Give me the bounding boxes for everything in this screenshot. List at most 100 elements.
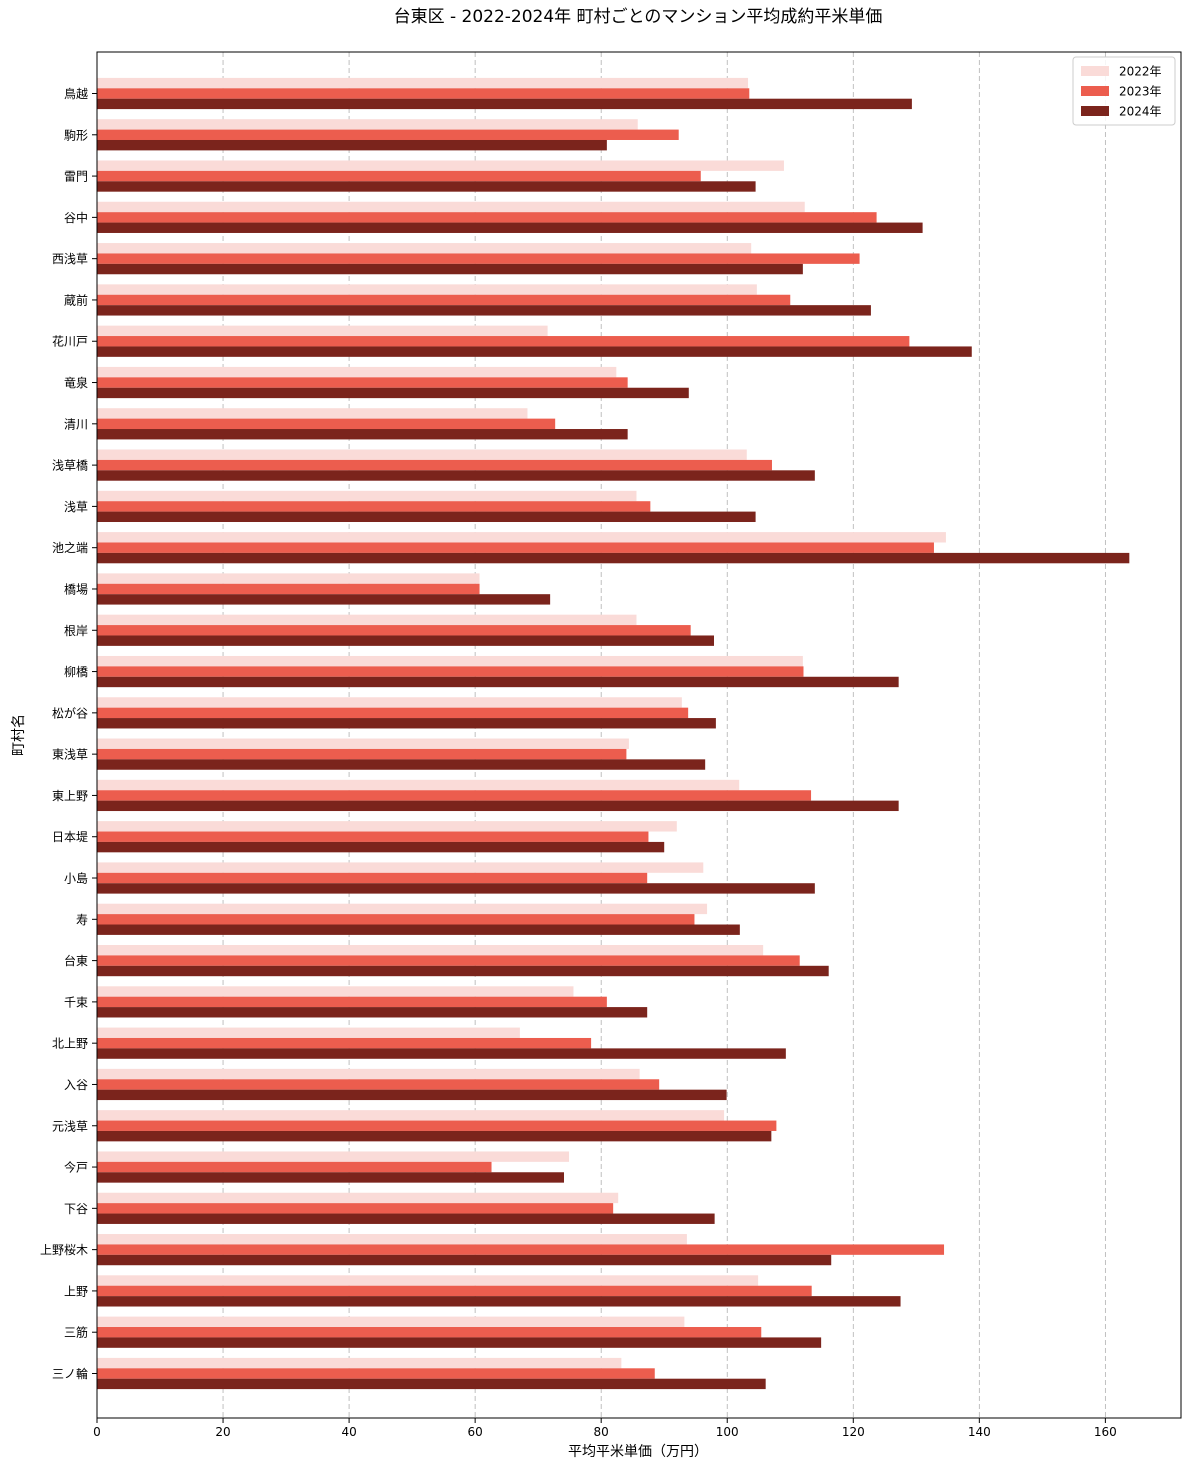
y-tick-label: 小島 <box>64 871 88 886</box>
bar <box>97 263 803 275</box>
y-tick-label: 根岸 <box>64 624 88 638</box>
bar <box>97 139 607 151</box>
bar <box>97 718 716 729</box>
bar <box>97 1048 786 1059</box>
bar <box>97 1285 812 1297</box>
x-tick-label: 20 <box>215 1425 230 1439</box>
bar <box>97 325 548 337</box>
bar <box>97 955 800 966</box>
bar <box>97 88 750 99</box>
bar <box>97 459 772 471</box>
bar <box>97 821 677 832</box>
bar <box>97 841 665 853</box>
bar <box>97 377 628 388</box>
chart-title: 台東区 - 2022-2024年 町村ごとのマンション平均成約平米単価 <box>394 7 883 27</box>
y-tick-label: 下谷 <box>64 1202 88 1216</box>
bar <box>97 965 829 977</box>
bar <box>97 666 804 677</box>
y-tick-label: 寿 <box>76 913 88 927</box>
y-tick-label: 上野桜木 <box>40 1243 88 1257</box>
bar <box>97 862 704 873</box>
bar <box>97 1378 766 1390</box>
bar <box>97 1254 832 1266</box>
bar <box>97 1244 945 1255</box>
bar <box>97 490 637 502</box>
bar <box>97 583 480 595</box>
bar <box>97 119 638 130</box>
bar <box>97 748 627 760</box>
legend-label: 2023年 <box>1119 85 1162 99</box>
legend-swatch <box>1081 66 1109 76</box>
bar <box>97 924 740 935</box>
y-tick-label: 三ノ輪 <box>52 1366 88 1381</box>
y-tick-label: 元浅草 <box>52 1119 88 1133</box>
bar <box>97 408 528 419</box>
y-tick-label: 台東 <box>64 953 88 968</box>
bar <box>97 336 910 347</box>
bar <box>97 294 791 306</box>
bar <box>97 1327 762 1338</box>
bar <box>97 831 649 842</box>
bar <box>97 429 628 440</box>
bar <box>97 1234 687 1245</box>
bar <box>97 635 714 646</box>
x-axis-ticks: 0 20 40 60 80 100 120 140 160 <box>93 1418 1117 1439</box>
bar <box>97 243 752 254</box>
y-tick-label: 駒形 <box>64 128 88 142</box>
x-tick-label: 140 <box>968 1425 991 1439</box>
bar <box>97 201 805 213</box>
y-tick-label: 橋場 <box>64 582 88 596</box>
bar <box>97 470 815 481</box>
y-tick-label: 今戸 <box>64 1160 88 1175</box>
bar <box>97 77 749 89</box>
bar <box>97 676 899 688</box>
y-tick-label: 花川戸 <box>52 334 88 349</box>
x-tick-label: 0 <box>93 1425 101 1439</box>
bar <box>97 1337 822 1348</box>
bar <box>97 222 923 233</box>
bar <box>97 305 871 316</box>
y-tick-label: 柳橋 <box>64 665 88 679</box>
bar <box>97 1213 715 1224</box>
bar <box>97 996 607 1008</box>
bar <box>97 1296 901 1307</box>
bar <box>97 655 803 667</box>
y-axis-label: 町村名 <box>11 714 27 756</box>
bar <box>97 1368 655 1379</box>
bar <box>97 1151 570 1162</box>
bar <box>97 170 701 182</box>
y-tick-label: 東浅草 <box>52 748 88 762</box>
x-tick-label: 120 <box>842 1425 865 1439</box>
y-tick-label: 西浅草 <box>52 252 88 266</box>
y-tick-label: 入谷 <box>64 1078 88 1092</box>
bar <box>97 872 648 884</box>
y-axis-ticks: 鳥越駒形雷門谷中西浅草蔵前花川戸竜泉清川浅草橋浅草池之端橋場根岸柳橋松が谷東浅草… <box>40 86 97 1381</box>
bar <box>97 1192 619 1204</box>
legend-swatch <box>1081 106 1109 116</box>
bar <box>97 212 877 223</box>
y-tick-label: 鳥越 <box>64 86 88 101</box>
y-tick-label: 浅草 <box>64 500 88 514</box>
bar <box>97 625 691 636</box>
bar <box>97 1037 592 1049</box>
legend-label: 2022年 <box>1119 65 1162 79</box>
bar <box>97 449 747 460</box>
bar <box>97 986 574 997</box>
bar <box>97 697 682 708</box>
y-tick-label: 千束 <box>64 995 88 1009</box>
x-tick-label: 100 <box>716 1425 739 1439</box>
bars <box>97 77 1130 1390</box>
bar <box>97 1027 520 1038</box>
y-tick-label: 池之端 <box>52 541 88 555</box>
bar <box>97 253 860 264</box>
bar <box>97 181 756 192</box>
x-tick-label: 80 <box>594 1425 609 1439</box>
bar <box>97 160 784 171</box>
legend: 2022年 2023年 2024年 <box>1072 56 1176 126</box>
bar <box>97 800 899 812</box>
bar <box>97 366 617 378</box>
bar <box>97 98 912 110</box>
y-tick-label: 日本堤 <box>52 830 88 844</box>
bar <box>97 387 689 399</box>
